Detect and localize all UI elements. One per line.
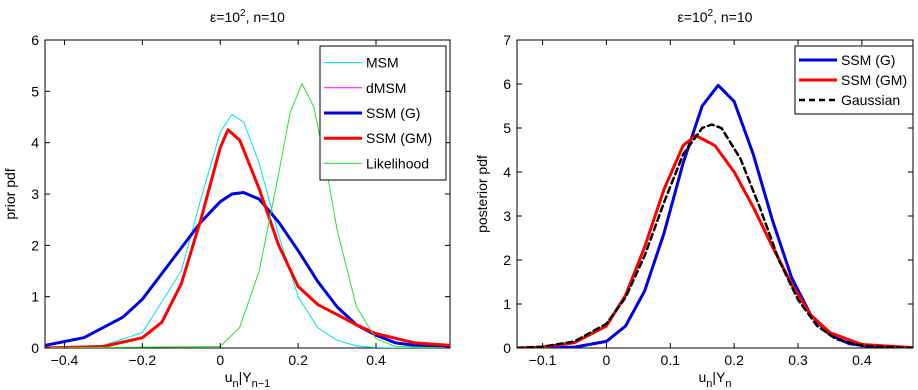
- chart2-ytick-label: 7: [503, 32, 511, 48]
- chart2-ytick-label: 6: [503, 76, 511, 92]
- chart2-legend: SSM (G) SSM (GM) Gaussian: [794, 45, 914, 115]
- chart1-ytick-label: 4: [31, 135, 39, 151]
- chart1-ytick-label: 3: [31, 186, 39, 202]
- chart2-xtick-label: 0.2: [724, 352, 744, 368]
- chart2-series-gaussian: [517, 123, 913, 348]
- chart1-title: ε=102, n=10: [210, 8, 285, 25]
- chart2-xlabel: un|Yn: [698, 369, 731, 390]
- chart1-ytick-label: 2: [31, 237, 39, 253]
- chart2-xtick-label: −0.1: [529, 352, 557, 368]
- chart2-xtick-label: 0: [603, 352, 611, 368]
- chart2-ytick-label: 1: [503, 296, 511, 312]
- chart1-xtick-label: 0.4: [366, 352, 386, 368]
- chart1-legend-label: SSM (G): [366, 105, 420, 121]
- chart2-xtick-label: 0.1: [661, 352, 681, 368]
- chart1-legend-label: dMSM: [366, 80, 406, 96]
- chart2-legend-label: Gaussian: [841, 92, 900, 108]
- chart2-ytick-label: 3: [503, 208, 511, 224]
- chart2-legend-label: SSM (G): [841, 52, 895, 68]
- chart1-series-likelihood: [45, 83, 450, 348]
- chart1-xlabel: un|Yn−1: [225, 369, 271, 390]
- chart1-xtick-label: −0.4: [51, 352, 79, 368]
- chart1-xtick-label: 0: [216, 352, 224, 368]
- chart1-ytick-label: 5: [31, 83, 39, 99]
- chart1: −0.4 −0.2 0 0.2 0.4 0 1 2 3 4 5 6 ε=102, n=10 un|Yn−1…: [2, 8, 451, 390]
- chart1-ytick-label: 1: [31, 289, 39, 305]
- chart1-xtick-label: 0.2: [288, 352, 308, 368]
- chart1-series-ssm-gm: [45, 128, 450, 348]
- chart2-ytick-label: 2: [503, 252, 511, 268]
- chart2: −0.1 0 0.1 0.2 0.3 0.4 0 1 2 3 4 5 6 7 ε=102, n=10 un|Y…: [474, 8, 914, 390]
- chart1-ytick-label: 6: [31, 32, 39, 48]
- chart2-ytick-label: 4: [503, 164, 511, 180]
- chart2-title: ε=102, n=10: [678, 8, 753, 25]
- chart2-ytick-label: 0: [503, 340, 511, 356]
- chart1-legend-label: Likelihood: [366, 155, 429, 171]
- chart1-xtick-label: −0.2: [129, 352, 157, 368]
- chart1-legend-label: SSM (GM): [366, 130, 432, 146]
- chart2-xtick-label: 0.3: [788, 352, 808, 368]
- chart1-legend: MSM dMSM SSM (G) SSM (GM) Likelihood: [319, 45, 447, 181]
- chart2-legend-label: SSM (GM): [841, 72, 907, 88]
- chart1-ylabel: prior pdf: [2, 168, 18, 219]
- chart2-series-ssm-gm: [517, 134, 913, 348]
- chart2-ytick-label: 5: [503, 120, 511, 136]
- chart1-legend-label: MSM: [366, 55, 399, 71]
- chart1-series-msm: [45, 113, 450, 348]
- chart1-ytick-label: 0: [31, 340, 39, 356]
- chart2-ylabel: posterior pdf: [474, 155, 490, 233]
- chart2-xtick-label: 0.4: [852, 352, 872, 368]
